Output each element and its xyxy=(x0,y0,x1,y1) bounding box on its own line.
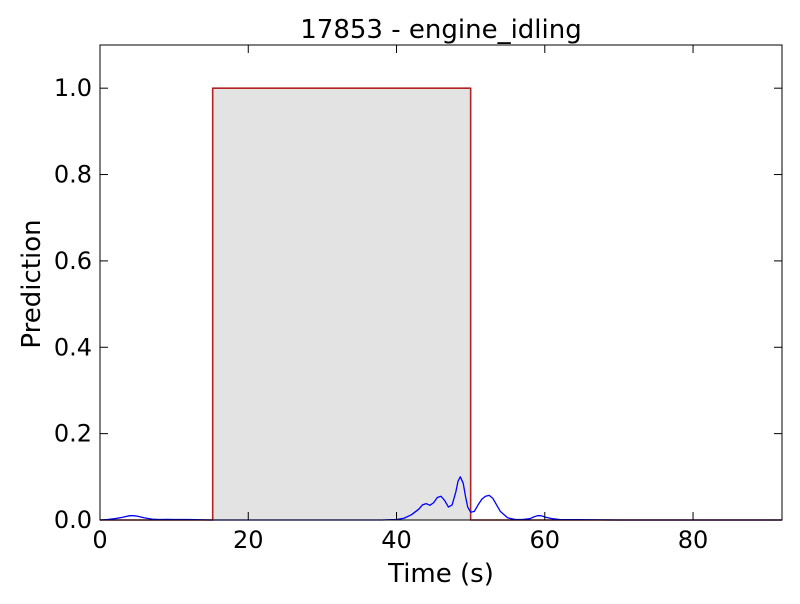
x-axis-label: Time (s) xyxy=(387,559,494,589)
plot-frame xyxy=(99,44,783,521)
x-tick-label: 20 xyxy=(233,526,264,554)
x-tick-label: 0 xyxy=(92,526,107,554)
plot-area: 0 20 40 60 80 0.0 0.2 0.4 0.6 0.8 1.0 xyxy=(54,44,783,554)
y-axis-label: Prediction xyxy=(17,219,47,348)
x-tick-label: 60 xyxy=(530,526,561,554)
chart-title: 17853 - engine_idling xyxy=(300,15,581,45)
y-tick-label: 0.8 xyxy=(54,161,92,189)
y-tick-label: 0.0 xyxy=(54,506,92,534)
prediction-line xyxy=(99,476,782,521)
ground_truth-area xyxy=(100,88,782,521)
y-tick-label: 0.4 xyxy=(54,333,92,361)
y-tick-label: 0.6 xyxy=(54,247,92,275)
x-tick-label: 80 xyxy=(678,526,709,554)
y-tick-label: 0.2 xyxy=(54,420,92,448)
x-tick-label: 40 xyxy=(381,526,412,554)
y-tick-label: 1.0 xyxy=(54,74,92,102)
